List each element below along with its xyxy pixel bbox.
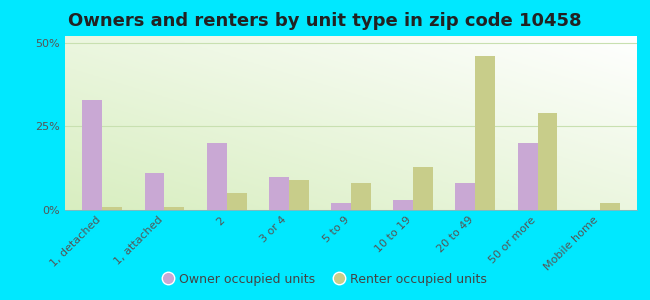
Bar — [227, 193, 246, 210]
Bar — [475, 56, 495, 210]
Text: Owners and renters by unit type in zip code 10458: Owners and renters by unit type in zip c… — [68, 12, 582, 30]
Bar — [413, 167, 433, 210]
Bar — [538, 113, 558, 210]
Bar — [393, 200, 413, 210]
Legend: Owner occupied units, Renter occupied units: Owner occupied units, Renter occupied un… — [158, 268, 492, 291]
Bar — [331, 203, 351, 210]
Bar — [164, 207, 185, 210]
Bar — [456, 183, 475, 210]
Bar — [289, 180, 309, 210]
Bar — [351, 183, 371, 210]
Bar — [269, 176, 289, 210]
Bar — [600, 203, 619, 210]
Bar — [207, 143, 227, 210]
Bar — [144, 173, 164, 210]
Bar — [102, 207, 122, 210]
Bar — [517, 143, 538, 210]
Bar — [83, 100, 102, 210]
